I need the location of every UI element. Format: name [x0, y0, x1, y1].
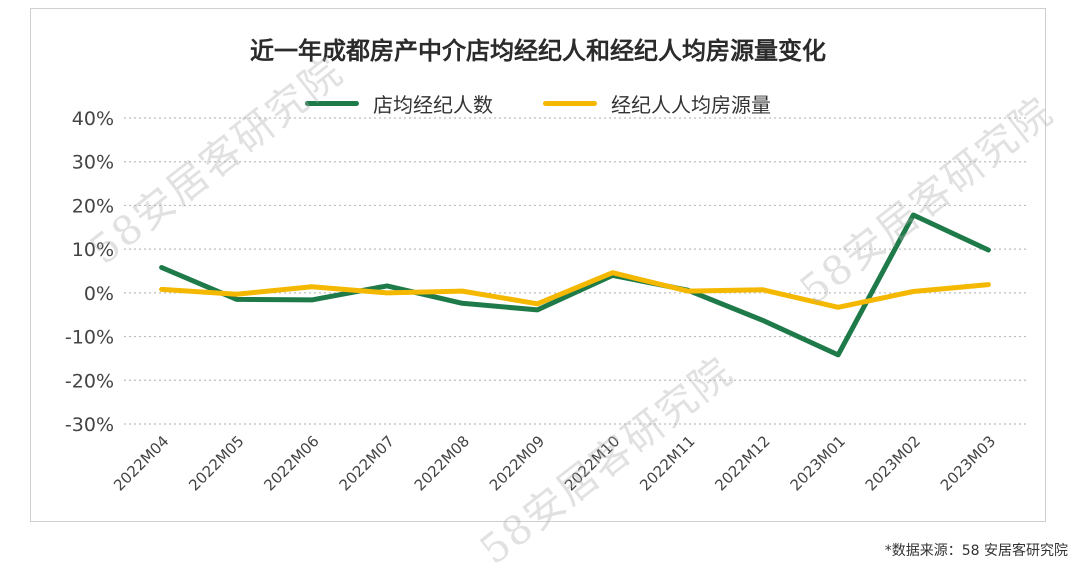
- data-point-series-2: [762, 289, 764, 291]
- x-tick-label: 2022M09: [486, 432, 548, 494]
- data-point-series-2: [461, 290, 463, 292]
- legend-swatch-green: [305, 101, 359, 106]
- data-point-series-1: [536, 309, 538, 311]
- x-tick-label: 2023M01: [787, 432, 849, 494]
- data-point-series-1: [987, 249, 989, 251]
- y-tick-label: 10%: [72, 239, 114, 261]
- x-tick-label: 2022M05: [185, 432, 247, 494]
- data-point-series-1: [236, 298, 238, 300]
- data-point-series-2: [687, 290, 689, 292]
- x-tick-label: 2022M12: [711, 432, 773, 494]
- x-tick-label: 2022M10: [561, 432, 623, 494]
- data-point-series-2: [912, 291, 914, 293]
- x-tick-label: 2022M11: [636, 432, 698, 494]
- data-point-series-2: [386, 292, 388, 294]
- chart-title: 近一年成都房产中介店均经纪人和经纪人均房源量变化: [250, 37, 826, 65]
- series-line-2: [159, 270, 991, 310]
- chart-frame: 近一年成都房产中介店均经纪人和经纪人均房源量变化 店均经纪人数 经纪人人均房源量…: [30, 8, 1062, 574]
- legend-swatch-yellow: [543, 101, 597, 106]
- source-footnote: *数据来源：58 安居客研究院: [884, 543, 1068, 559]
- x-tick-label: 2022M04: [110, 432, 172, 494]
- line-chart: 40% 30% 20% 10% 0% -10% -20% -30%2022M04 2022M05…: [65, 108, 1026, 494]
- x-tick-label: 2023M03: [937, 432, 999, 494]
- x-tick-label: 2023M02: [862, 432, 924, 494]
- data-point-series-1: [161, 267, 163, 269]
- data-point-series-2: [161, 288, 163, 290]
- series-line-1: [159, 212, 991, 358]
- data-point-series-2: [987, 284, 989, 286]
- data-point-series-1: [837, 354, 839, 356]
- legend-item-yellow: 经纪人人均房源量: [543, 89, 771, 118]
- y-tick-label: -10%: [65, 327, 114, 349]
- data-point-series-1: [311, 299, 313, 301]
- chart-legend: 店均经纪人数 经纪人人均房源量: [31, 89, 1045, 118]
- y-tick-label: 0%: [84, 283, 114, 305]
- legend-label-green: 店均经纪人数: [373, 93, 493, 117]
- x-tick-label: 2022M08: [411, 432, 473, 494]
- y-tick-label: 40%: [72, 108, 114, 130]
- data-point-series-2: [536, 303, 538, 305]
- legend-item-green: 店均经纪人数: [305, 89, 493, 118]
- data-point-series-1: [461, 302, 463, 304]
- legend-label-yellow: 经纪人人均房源量: [611, 93, 771, 117]
- y-tick-label: -20%: [65, 370, 114, 392]
- data-point-series-1: [762, 319, 764, 321]
- x-tick-label: 2022M07: [336, 432, 398, 494]
- x-tick-label: 2022M06: [260, 432, 322, 494]
- data-point-series-1: [912, 214, 914, 216]
- data-point-series-2: [837, 306, 839, 308]
- data-point-series-1: [386, 285, 388, 287]
- y-tick-label: -30%: [65, 414, 114, 436]
- y-tick-label: 20%: [72, 195, 114, 217]
- y-tick-label: 30%: [72, 152, 114, 174]
- data-point-series-2: [311, 286, 313, 288]
- data-point-series-2: [236, 293, 238, 295]
- data-point-series-2: [612, 272, 614, 274]
